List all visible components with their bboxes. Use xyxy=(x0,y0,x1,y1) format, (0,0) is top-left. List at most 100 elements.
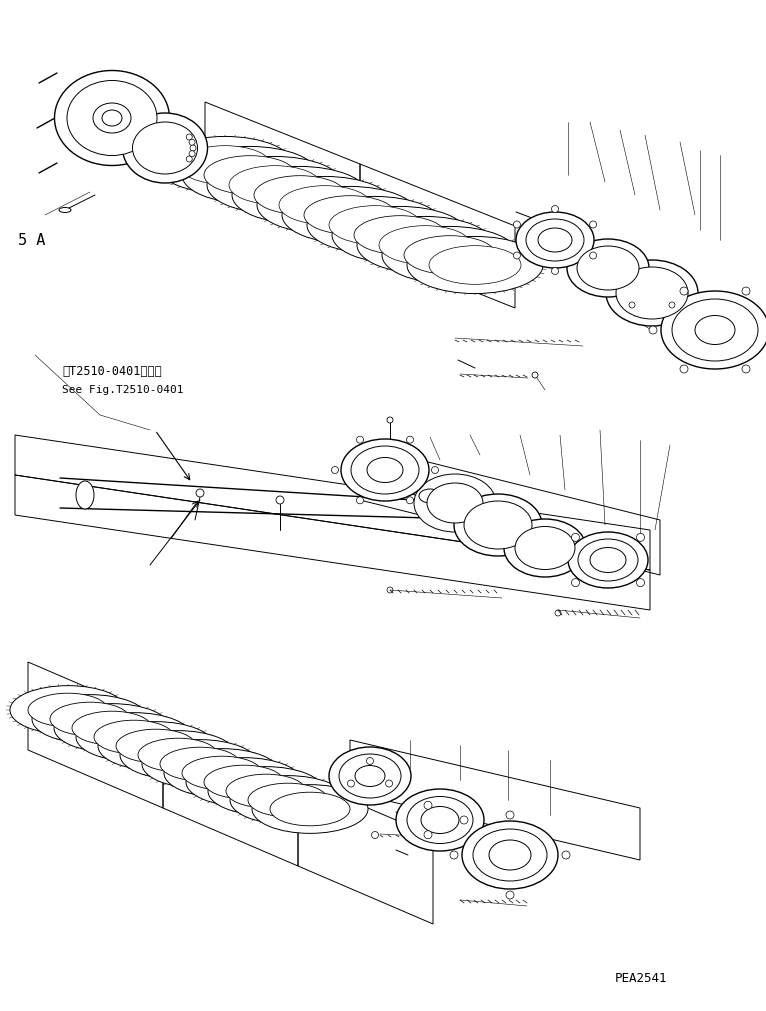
Circle shape xyxy=(571,578,579,586)
Ellipse shape xyxy=(98,722,214,770)
Text: 5 A: 5 A xyxy=(18,233,45,248)
Circle shape xyxy=(385,780,392,787)
Circle shape xyxy=(276,496,284,504)
Ellipse shape xyxy=(341,439,429,501)
Circle shape xyxy=(424,831,432,839)
Circle shape xyxy=(649,326,657,334)
Ellipse shape xyxy=(179,146,271,184)
Circle shape xyxy=(742,287,750,295)
Ellipse shape xyxy=(50,703,130,736)
Ellipse shape xyxy=(672,299,758,361)
Ellipse shape xyxy=(279,186,371,224)
Circle shape xyxy=(532,372,538,378)
Ellipse shape xyxy=(138,738,218,771)
Circle shape xyxy=(680,287,688,295)
Ellipse shape xyxy=(357,216,493,274)
Ellipse shape xyxy=(254,176,346,214)
Circle shape xyxy=(332,466,339,473)
Ellipse shape xyxy=(661,291,766,369)
Circle shape xyxy=(431,466,438,473)
Ellipse shape xyxy=(204,765,284,799)
Ellipse shape xyxy=(421,807,459,833)
Circle shape xyxy=(450,851,458,859)
Circle shape xyxy=(348,780,355,787)
Circle shape xyxy=(590,252,597,259)
Ellipse shape xyxy=(538,228,572,252)
Ellipse shape xyxy=(54,704,170,752)
Ellipse shape xyxy=(332,206,468,264)
Circle shape xyxy=(637,578,644,586)
Text: 第T2510-0401図参照: 第T2510-0401図参照 xyxy=(62,365,162,378)
Text: PEA2541: PEA2541 xyxy=(615,972,667,985)
Circle shape xyxy=(513,221,520,228)
Ellipse shape xyxy=(270,793,350,826)
Circle shape xyxy=(356,496,364,503)
Ellipse shape xyxy=(339,754,401,798)
Ellipse shape xyxy=(329,747,411,805)
Ellipse shape xyxy=(427,483,483,523)
Circle shape xyxy=(742,365,750,373)
Ellipse shape xyxy=(307,196,443,254)
Circle shape xyxy=(590,221,597,228)
Ellipse shape xyxy=(102,110,122,126)
Ellipse shape xyxy=(207,157,343,213)
Ellipse shape xyxy=(32,695,148,743)
Ellipse shape xyxy=(464,501,532,549)
Ellipse shape xyxy=(407,797,473,843)
Ellipse shape xyxy=(351,446,419,494)
Circle shape xyxy=(629,302,635,308)
Ellipse shape xyxy=(473,829,547,881)
Ellipse shape xyxy=(248,784,328,817)
Circle shape xyxy=(506,891,514,899)
Ellipse shape xyxy=(76,481,94,509)
Circle shape xyxy=(189,140,195,146)
Ellipse shape xyxy=(123,113,208,183)
Ellipse shape xyxy=(407,237,543,293)
Ellipse shape xyxy=(10,685,126,734)
Ellipse shape xyxy=(567,239,649,297)
Ellipse shape xyxy=(329,205,421,245)
Ellipse shape xyxy=(414,474,496,532)
Ellipse shape xyxy=(379,225,471,264)
Ellipse shape xyxy=(489,840,531,870)
Ellipse shape xyxy=(182,756,262,790)
Ellipse shape xyxy=(94,720,174,754)
Ellipse shape xyxy=(590,548,626,572)
Circle shape xyxy=(356,436,364,443)
Circle shape xyxy=(190,145,196,151)
Ellipse shape xyxy=(232,167,368,223)
Ellipse shape xyxy=(182,147,318,203)
Ellipse shape xyxy=(568,532,648,588)
Circle shape xyxy=(196,489,204,497)
Ellipse shape xyxy=(577,246,639,290)
Ellipse shape xyxy=(516,212,594,268)
Ellipse shape xyxy=(355,765,385,787)
Ellipse shape xyxy=(606,260,698,326)
Ellipse shape xyxy=(164,748,280,798)
Ellipse shape xyxy=(93,103,131,133)
Ellipse shape xyxy=(226,774,306,808)
Ellipse shape xyxy=(515,527,575,569)
Ellipse shape xyxy=(396,789,484,851)
Circle shape xyxy=(513,252,520,259)
Ellipse shape xyxy=(133,122,198,174)
Ellipse shape xyxy=(504,519,586,577)
Circle shape xyxy=(552,205,558,212)
Circle shape xyxy=(407,436,414,443)
Circle shape xyxy=(186,156,192,162)
Circle shape xyxy=(669,302,675,308)
Circle shape xyxy=(424,802,432,809)
Ellipse shape xyxy=(230,775,346,824)
Ellipse shape xyxy=(695,315,735,345)
Ellipse shape xyxy=(304,196,396,235)
Ellipse shape xyxy=(257,177,393,234)
Ellipse shape xyxy=(116,729,196,763)
Ellipse shape xyxy=(616,267,688,319)
Ellipse shape xyxy=(204,156,296,194)
Ellipse shape xyxy=(282,186,418,244)
Text: See Fig.T2510-0401: See Fig.T2510-0401 xyxy=(62,385,184,395)
Ellipse shape xyxy=(404,236,496,274)
Circle shape xyxy=(637,534,644,541)
Circle shape xyxy=(460,816,468,824)
Ellipse shape xyxy=(419,489,441,503)
